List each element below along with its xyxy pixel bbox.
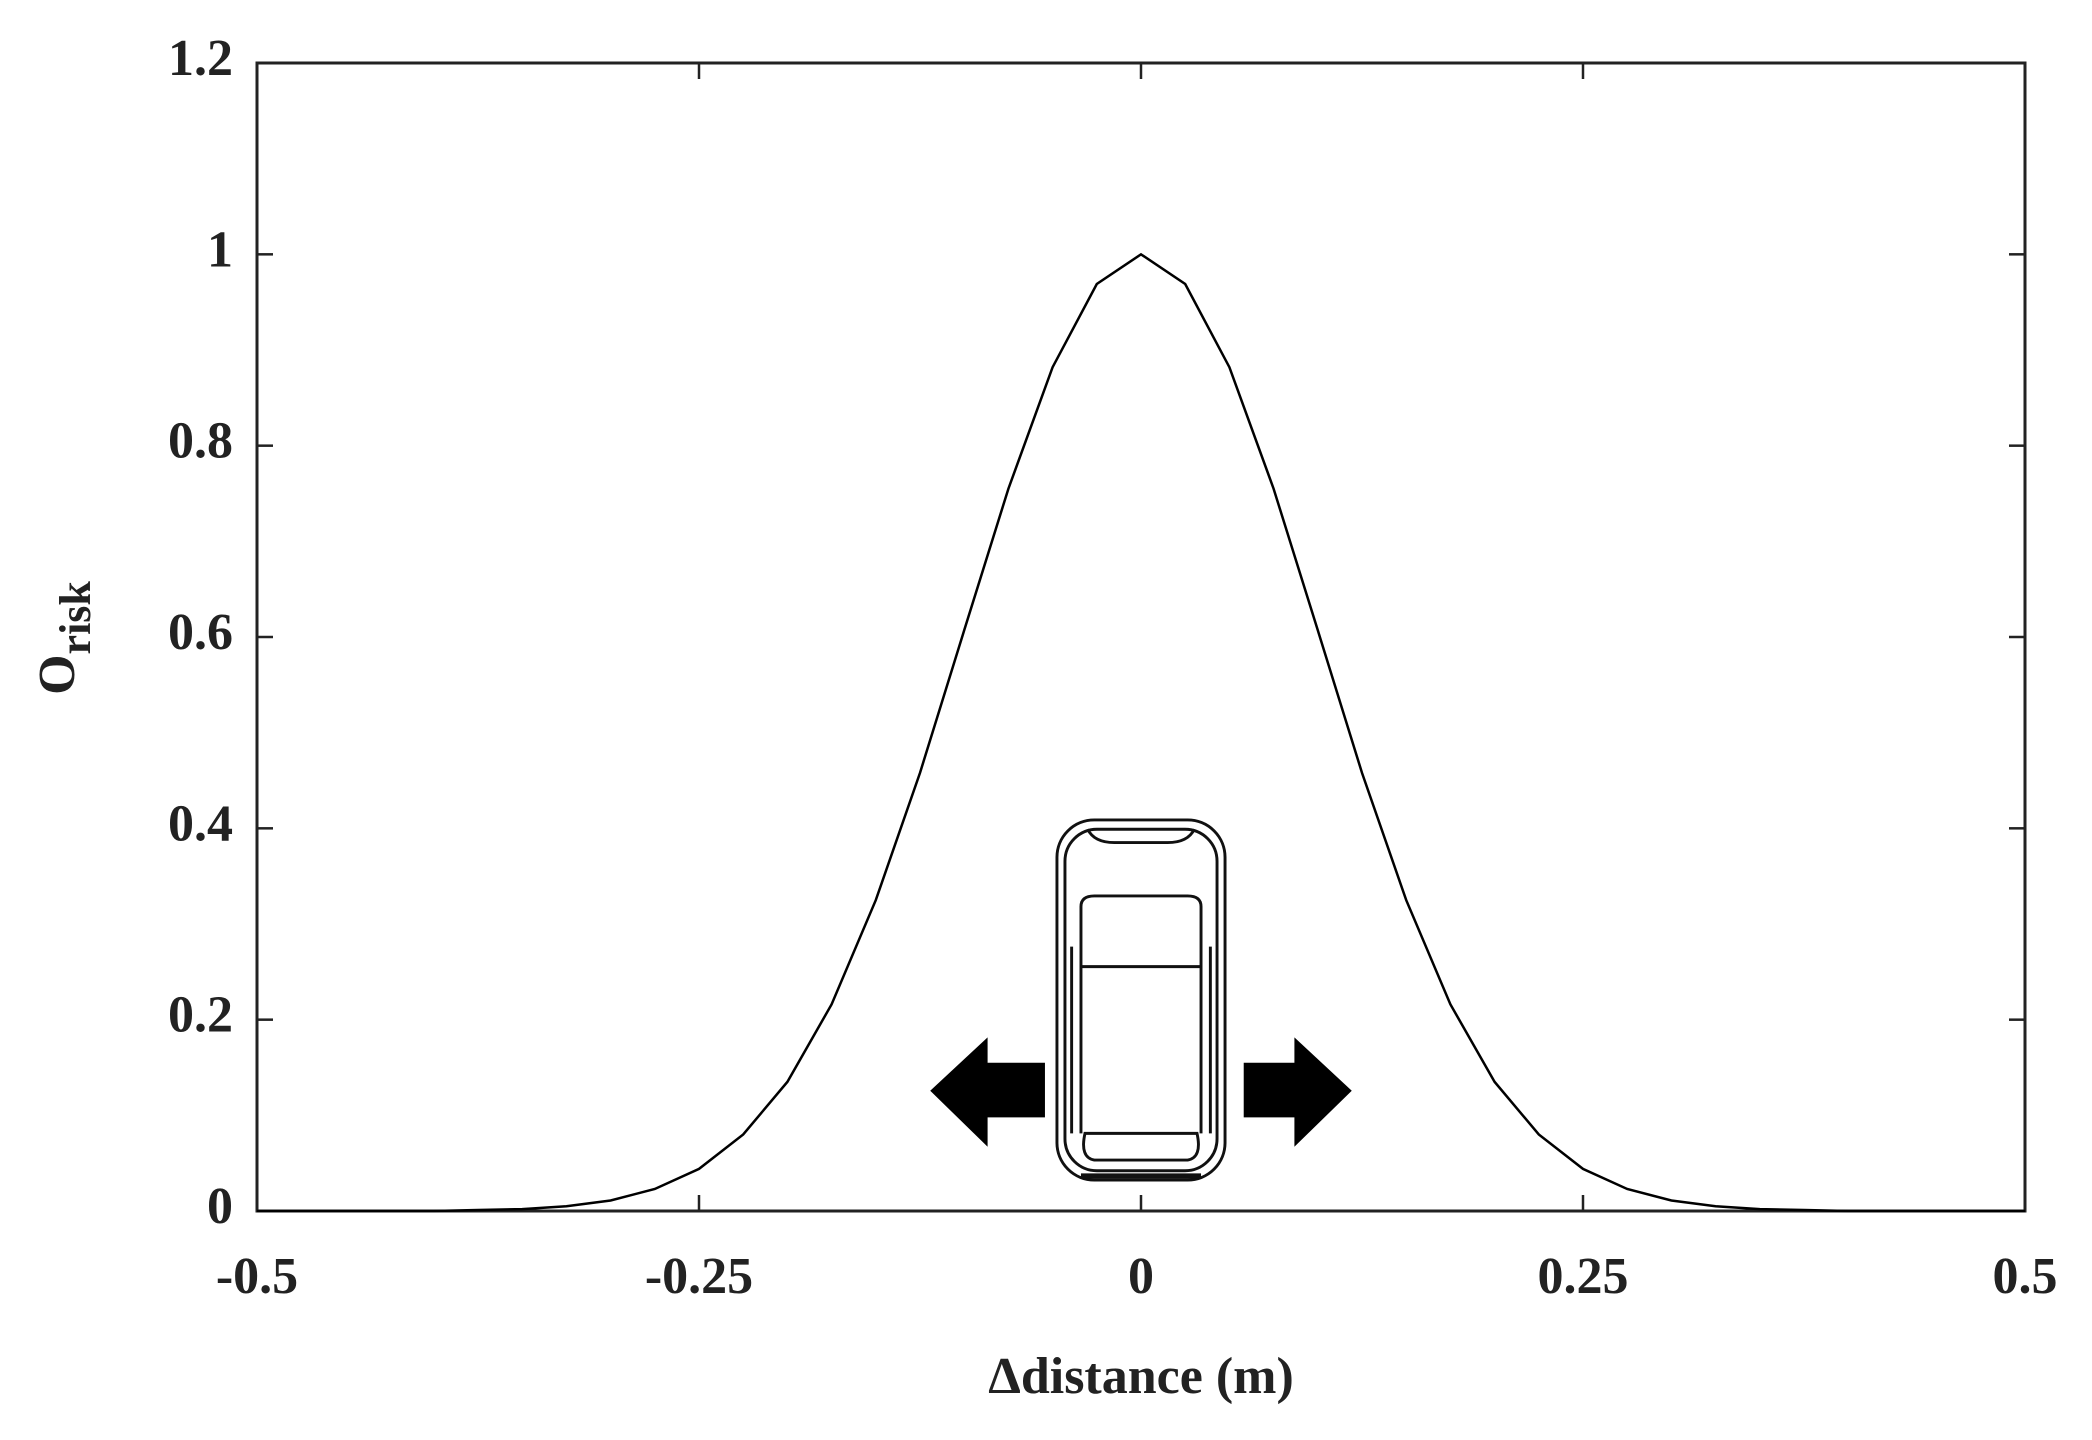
car-sides — [1079, 966, 1203, 1134]
y-tick-label: 0.6 — [168, 604, 233, 661]
car-body — [1055, 818, 1227, 1182]
y-tick-label: 1.2 — [168, 30, 233, 87]
y-axis-label: Orisk — [29, 581, 100, 695]
y-tick-label: 0.2 — [168, 987, 233, 1044]
y-axis-label-sub: risk — [51, 581, 100, 655]
y-axis-label-main: O — [29, 654, 86, 694]
data-line — [257, 252, 2025, 1213]
car-icon — [1055, 818, 1227, 1182]
car-rear-window — [1082, 1131, 1200, 1162]
arrow-left — [930, 1037, 1045, 1147]
y-tick-label: 1 — [207, 221, 233, 278]
car-doors — [1070, 946, 1212, 1134]
car-body-inner — [1063, 827, 1219, 1173]
x-axis-label: Δdistance (m) — [988, 1348, 1294, 1405]
car-windshield — [1079, 894, 1203, 969]
x-tick-label: 0 — [1128, 1248, 1154, 1305]
y-tick-label: 0.8 — [168, 413, 233, 470]
arrows — [930, 1037, 1352, 1147]
x-tick-label: -0.25 — [645, 1248, 753, 1305]
x-tick-label: 0.5 — [1993, 1248, 2058, 1305]
y-tick-label: 0 — [207, 1178, 233, 1235]
x-tick-label: -0.5 — [216, 1248, 298, 1305]
plot-frame — [255, 61, 2027, 1213]
x-tick-label: 0.25 — [1538, 1248, 1629, 1305]
y-tick-label: 0.4 — [168, 795, 233, 852]
car-hood — [1086, 828, 1196, 845]
arrow-right — [1243, 1037, 1352, 1147]
